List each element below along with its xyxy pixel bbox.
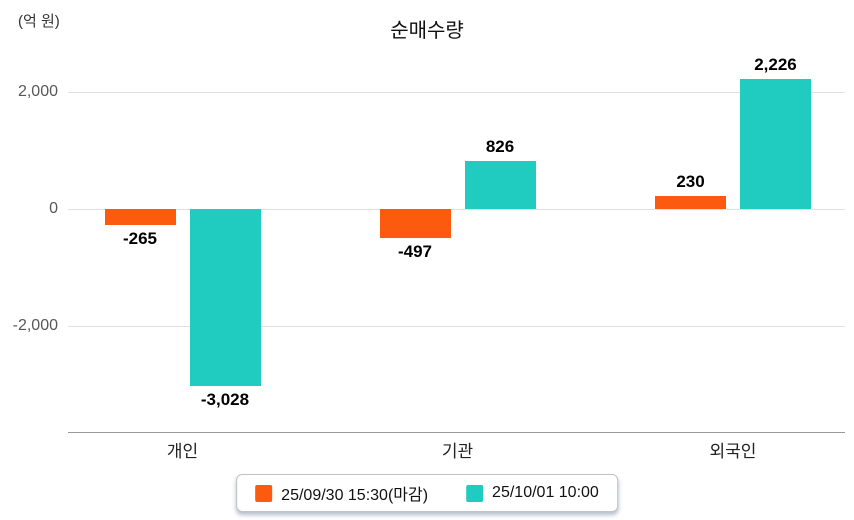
bar-value-label: -3,028 — [200, 390, 250, 410]
y-axis-tick-label: 2,000 — [17, 83, 58, 100]
bar-value-label: 230 — [676, 171, 705, 191]
legend: 25/09/30 15:30(마감) 25/10/01 10:00 — [236, 474, 618, 512]
legend-label: 25/09/30 15:30(마감) — [281, 487, 429, 504]
bar — [379, 209, 451, 239]
legend-swatch-icon — [255, 484, 273, 502]
legend-item[interactable]: 25/10/01 10:00 — [466, 484, 599, 502]
x-axis-category-label: 개인 — [166, 442, 199, 461]
bar — [740, 78, 811, 209]
legend-label: 25/10/01 10:00 — [492, 484, 599, 501]
legend-item[interactable]: 25/09/30 15:30(마감) — [255, 481, 428, 505]
legend-swatch-icon — [466, 484, 484, 502]
bar-value-label: 826 — [485, 136, 515, 156]
bar-value-label: 2,226 — [754, 54, 797, 74]
bar — [655, 195, 726, 209]
bar-value-label: -497 — [397, 242, 433, 262]
x-axis-line — [68, 432, 845, 433]
bar — [464, 160, 536, 209]
y-axis-tick-label: 0 — [49, 200, 58, 217]
y-axis-tick-label: -2,000 — [12, 317, 58, 334]
bar — [104, 209, 176, 225]
y-axis-unit-label: (억 원) — [18, 13, 60, 30]
gridline — [68, 325, 845, 327]
x-axis-category-label: 외국인 — [709, 442, 757, 461]
bar — [189, 209, 261, 387]
chart-title: 순매수량 — [390, 20, 464, 42]
x-axis-category-label: 기관 — [441, 442, 474, 461]
gridline — [68, 208, 845, 210]
gridline — [68, 91, 845, 93]
bar-value-label: -265 — [122, 228, 158, 248]
